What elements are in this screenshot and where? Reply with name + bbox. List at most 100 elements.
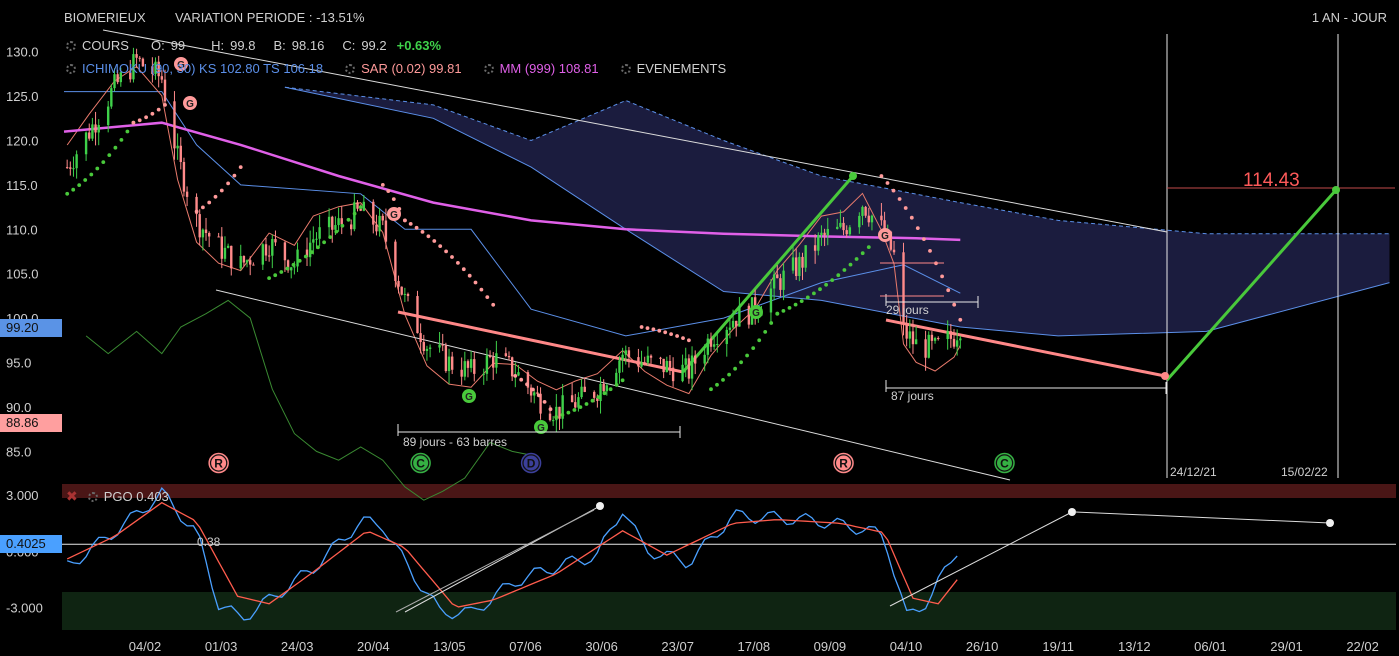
candle-body [621,354,624,361]
candle-body [624,350,627,355]
sar-dot [952,302,957,307]
sar-dot [745,353,749,358]
pgo-signal-line [66,501,958,608]
candle-body [558,406,561,419]
sar-dot [485,295,490,299]
candle-body [731,320,735,328]
pgo-level-label: 0.38 [197,535,221,549]
sar-dot [201,205,205,210]
candle-body [283,242,287,261]
x-tick-label: 09/09 [814,639,847,654]
y-tick-label: 120.0 [6,133,39,148]
candle-body [779,278,782,290]
candle-body [116,74,119,83]
pgo-lower-zone [62,592,1396,630]
candle-body [466,361,470,368]
candle-body [72,168,75,170]
candle-body [593,391,596,398]
open-value: 99 [170,38,186,53]
candle-body [870,215,874,223]
sar-dot [669,332,673,336]
sar-dot [238,165,243,170]
candle-body [69,167,72,169]
sar-dot [101,160,106,165]
gear-icon[interactable] [620,63,631,74]
sar-dot [380,183,385,187]
candle-body [794,257,798,277]
candle-body [643,362,646,364]
candle-body [772,274,776,289]
sar-dot [639,325,644,329]
sar-dot [721,378,725,382]
last-price-tag: 99.20 [0,319,62,337]
candle-body [151,66,154,74]
signal-marker-letter: G [177,60,185,71]
close-icon[interactable]: ✖ [66,488,78,504]
candle-body [242,256,246,263]
x-tick-label: 22/02 [1346,639,1379,654]
sar-dot [687,338,691,343]
candle-body [425,348,429,351]
events-legend[interactable]: EVENEMENTS [636,61,727,76]
x-tick-label: 24/03 [281,639,314,654]
candle-body [605,385,609,392]
event-marker-letter: R [839,457,848,471]
event-marker-letter: C [416,457,425,471]
x-tick-label: 13/05 [433,639,466,654]
gear-icon[interactable] [483,63,494,74]
x-tick-label: 17/08 [738,639,771,654]
sar-dot [560,413,565,417]
sar-dot [663,330,668,335]
sar-dot [408,222,413,226]
candle-body [842,222,845,231]
candle-body [94,124,97,133]
sar-dot [854,257,859,261]
y-tick-label: 105.0 [6,267,39,282]
sar-dot [467,273,472,278]
pgo-legend: ✖ PGO 0.403 [66,488,169,505]
pgo-label: PGO 0.403 [103,489,169,504]
ichimoku-legend: ICHIMOKU (90, 30) KS 102.80 TS 106.18 [82,61,324,76]
sar-dot [163,103,167,107]
candle-body [924,339,927,358]
sar-dot [645,326,650,330]
sar-dot [513,374,518,378]
candle-body [946,331,949,339]
x-tick-label: 06/01 [1194,639,1227,654]
event-marker-fill [523,455,539,471]
candle-body [157,61,160,77]
x-tick-label: 19/11 [1042,639,1074,654]
candle-body [858,215,861,228]
candle-body [690,355,694,379]
close-value: 99.2 [361,38,387,53]
candle-body [138,57,141,59]
duration-label-1: 89 jours - 63 barres [403,435,508,449]
sar-dot [226,181,231,186]
sar-dot [836,273,841,278]
legend-cours: COURS O: 99 H: 99.8 B: 98.16 C: 99.2 +0.… [66,38,441,53]
sar-dot [346,217,351,222]
gear-icon[interactable] [87,491,98,502]
sar-dot [891,188,896,193]
gear-icon[interactable] [345,63,356,74]
sar-dot [213,194,218,199]
candle-body [668,360,672,368]
sar-dot [491,302,496,307]
candle-body [113,74,116,89]
candle-body [482,373,485,375]
down-trend-arrow-1 [397,310,684,374]
candle-body [536,392,539,394]
candle-body [110,88,113,107]
candle-body [428,347,432,349]
period-selector[interactable]: 1 AN - JOUR [1311,10,1387,25]
candle-body [394,241,397,281]
sar-dot [386,189,391,194]
sar-dot [958,317,963,322]
candle-body [911,331,915,345]
sar-dot [578,405,583,409]
candle-body [533,392,536,396]
candle-body [735,320,738,327]
gear-icon[interactable] [66,40,76,51]
gear-icon[interactable] [66,63,76,74]
